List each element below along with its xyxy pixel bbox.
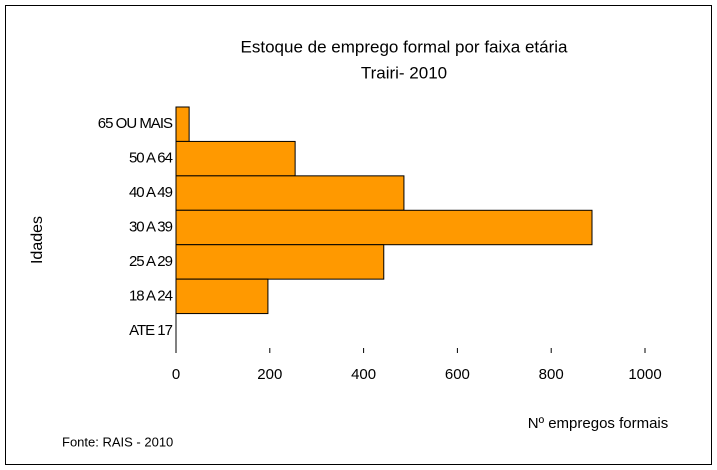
y-tick-label: 18 A 24: [129, 287, 173, 304]
x-tick-label: 800: [539, 366, 564, 383]
x-tick-label: 400: [351, 366, 376, 383]
bar: [175, 106, 190, 142]
bar: [175, 140, 296, 177]
y-axis-label: Idades: [29, 216, 46, 264]
y-tick-label: ATE 17: [129, 322, 173, 339]
chart-title: Estoque de emprego formal por faixa etár…: [241, 37, 569, 56]
y-tick-label: 65 OU MAIS: [98, 115, 173, 132]
bar: [175, 209, 593, 246]
source: Fonte: RAIS - 2010: [62, 434, 173, 449]
bar: [175, 278, 269, 315]
y-tick-label: 40 A 49: [129, 184, 173, 201]
bar: [175, 244, 385, 280]
bar: [175, 175, 405, 211]
x-tick-label: 0: [172, 366, 180, 383]
x-tick-label: 1000: [628, 366, 661, 383]
y-tick-label: 50 A 64: [129, 150, 173, 167]
x-axis-label: Nº empregos formais: [528, 415, 669, 432]
x-tick-label: 200: [257, 366, 282, 383]
y-tick-label: 30 A 39: [129, 218, 173, 235]
y-tick-label: 25 A 29: [129, 253, 173, 270]
x-tick-label: 600: [445, 366, 470, 383]
chart-subtitle: Trairi- 2010: [361, 63, 447, 82]
